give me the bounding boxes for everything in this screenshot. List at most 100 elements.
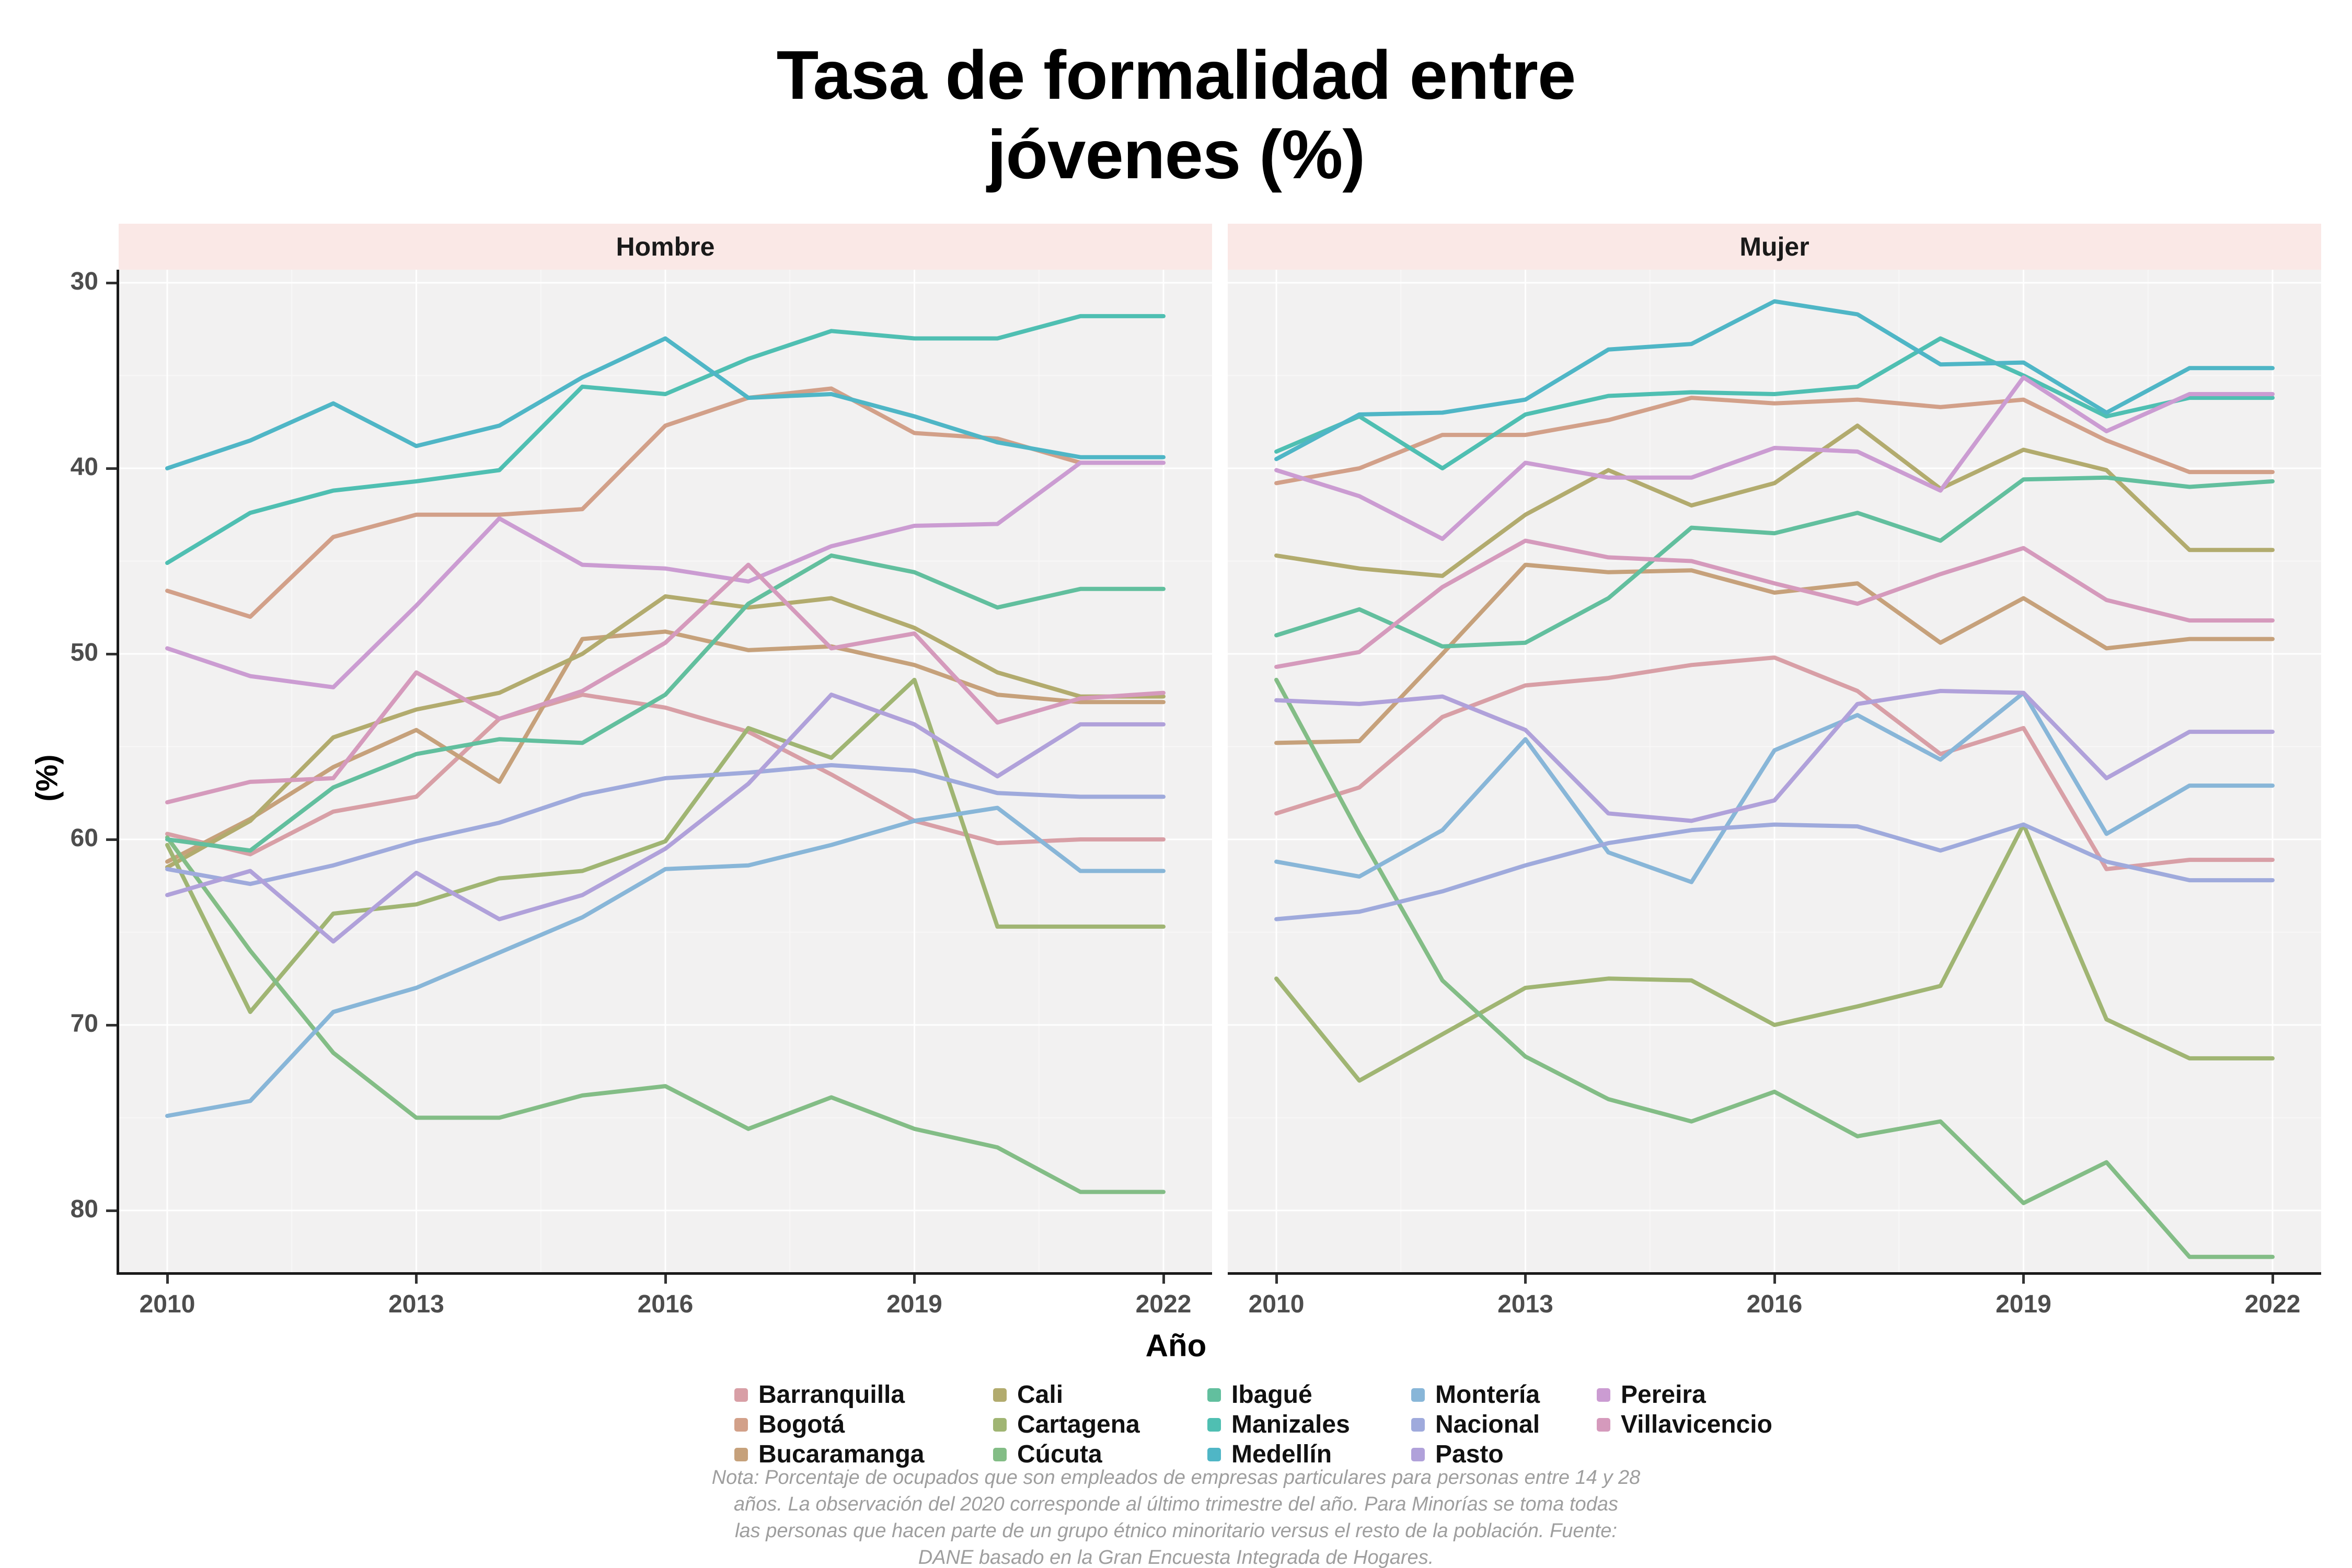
- series-line-manizales: [165, 314, 1166, 565]
- note-caption: Nota: Porcentaje de ocupados que son emp…: [0, 1465, 2352, 1568]
- legend-item-bogotá: Bogotá: [734, 1410, 845, 1439]
- x-tick-mark: [1275, 1273, 1278, 1284]
- legend-item-cartagena: Cartagena: [993, 1410, 1140, 1439]
- panel-mujer: [1228, 270, 2321, 1274]
- legend-label: Villavicencio: [1621, 1411, 1772, 1438]
- legend-item-manizales: Manizales: [1207, 1410, 1350, 1439]
- facet-strip-mujer: Mujer: [1228, 224, 2321, 270]
- series-line-pereira: [165, 460, 1166, 689]
- legend-swatch-icon: [1207, 1388, 1221, 1402]
- y-tick-mark: [106, 653, 117, 655]
- series-line-montería: [165, 805, 1166, 1118]
- x-axis-title: Año: [1145, 1328, 1207, 1363]
- series-line-cúcuta: [165, 835, 1166, 1194]
- x-tick-label: 2016: [1746, 1290, 1803, 1318]
- y-tick-mark: [106, 1024, 117, 1027]
- series-line-nacional: [1274, 822, 2275, 921]
- note-line3: las personas que hacen parte de un grupo…: [735, 1520, 1617, 1542]
- series-line-bucaramanga: [1274, 562, 2275, 745]
- legend-swatch-icon: [1207, 1447, 1221, 1461]
- legend-swatch-icon: [1411, 1388, 1425, 1402]
- chart-title-line1: Tasa de formalidad entre: [776, 37, 1576, 113]
- series-line-bogotá: [1274, 396, 2275, 486]
- y-tick-label: 40: [70, 453, 98, 481]
- x-tick-mark: [1162, 1273, 1165, 1284]
- series-line-medellín: [165, 336, 1166, 470]
- legend-swatch-icon: [1207, 1417, 1221, 1432]
- series-line-pasto: [1274, 689, 2275, 823]
- series-line-villavicencio: [165, 562, 1166, 804]
- series-line-ibagué: [165, 553, 1166, 853]
- series-line-cali: [165, 594, 1166, 870]
- series-line-cúcuta: [1274, 677, 2275, 1259]
- y-tick-label: 60: [70, 824, 98, 852]
- series-line-manizales: [1274, 336, 2275, 470]
- x-tick-mark: [1773, 1273, 1776, 1284]
- legend-label: Bogotá: [758, 1411, 845, 1438]
- series-line-montería: [1274, 690, 2275, 884]
- series-line-bogotá: [165, 386, 1166, 619]
- x-tick-mark: [913, 1273, 916, 1284]
- legend-swatch-icon: [993, 1417, 1007, 1432]
- x-tick-label: 2013: [1497, 1290, 1553, 1318]
- legend-label: Cali: [1017, 1381, 1064, 1409]
- y-tick-label: 80: [70, 1195, 98, 1223]
- series-line-bucaramanga: [165, 629, 1166, 864]
- x-tick-label: 2019: [886, 1290, 942, 1318]
- x-tick-label: 2016: [637, 1290, 694, 1318]
- legend-item-barranquilla: Barranquilla: [734, 1380, 905, 1409]
- legend-label: Montería: [1435, 1381, 1540, 1409]
- legend-label: Ibagué: [1231, 1381, 1312, 1409]
- series-line-cartagena: [1274, 822, 2275, 1083]
- panel-hombre: [119, 270, 1212, 1274]
- series-line-villavicencio: [1274, 538, 2275, 669]
- series-line-barranquilla: [165, 693, 1166, 857]
- legend-label: Medellín: [1231, 1440, 1332, 1468]
- legend-label: Pereira: [1621, 1381, 1706, 1409]
- legend-item-pasto: Pasto: [1411, 1440, 1504, 1469]
- y-axis-line: [117, 270, 119, 1275]
- facet-strip-hombre-label: Hombre: [616, 232, 715, 261]
- legend-label: Nacional: [1435, 1411, 1540, 1438]
- legend-label: Cúcuta: [1017, 1440, 1102, 1468]
- y-tick-mark: [106, 1209, 117, 1212]
- x-tick-mark: [2022, 1273, 2025, 1284]
- x-axis-line: [1228, 1272, 2321, 1275]
- x-tick-label: 2013: [388, 1290, 444, 1318]
- y-tick-mark: [106, 282, 117, 284]
- series-line-pereira: [1274, 375, 2275, 541]
- legend-swatch-icon: [734, 1388, 748, 1402]
- series-line-ibagué: [1274, 475, 2275, 649]
- note-line2: años. La observación del 2020 correspond…: [734, 1493, 1618, 1515]
- legend-item-villavicencio: Villavicencio: [1597, 1410, 1772, 1439]
- legend-label: Pasto: [1435, 1440, 1504, 1468]
- series-line-barranquilla: [1274, 655, 2275, 871]
- legend-item-bucaramanga: Bucaramanga: [734, 1440, 924, 1469]
- x-tick-label: 2022: [2244, 1290, 2301, 1318]
- legend-swatch-icon: [1597, 1388, 1610, 1402]
- series-line-pasto: [165, 693, 1166, 944]
- facet-strip-hombre: Hombre: [119, 224, 1212, 270]
- series-line-nacional: [165, 763, 1166, 886]
- legend-item-cúcuta: Cúcuta: [993, 1440, 1102, 1469]
- y-tick-label: 70: [70, 1010, 98, 1037]
- y-tick-mark: [106, 838, 117, 841]
- chart-title-line2: jóvenes (%): [987, 116, 1366, 193]
- facet-strip-mujer-label: Mujer: [1739, 232, 1809, 261]
- legend-item-medellín: Medellín: [1207, 1440, 1332, 1469]
- note-line4: DANE basado en la Gran Encuesta Integrad…: [918, 1547, 1434, 1568]
- legend-swatch-icon: [734, 1417, 748, 1432]
- legend-swatch-icon: [993, 1447, 1007, 1461]
- legend-swatch-icon: [1411, 1447, 1425, 1461]
- series-line-cartagena: [165, 677, 1166, 1014]
- legend-item-montería: Montería: [1411, 1380, 1540, 1409]
- x-tick-mark: [2271, 1273, 2274, 1284]
- x-axis-line: [119, 1272, 1212, 1275]
- chart-title: Tasa de formalidad entre jóvenes (%): [0, 36, 2352, 194]
- x-tick-label: 2010: [139, 1290, 195, 1318]
- legend-label: Manizales: [1231, 1411, 1350, 1438]
- y-tick-mark: [106, 467, 117, 470]
- y-tick-label: 50: [70, 639, 98, 666]
- x-tick-label: 2022: [1135, 1290, 1192, 1318]
- legend-label: Barranquilla: [758, 1381, 905, 1409]
